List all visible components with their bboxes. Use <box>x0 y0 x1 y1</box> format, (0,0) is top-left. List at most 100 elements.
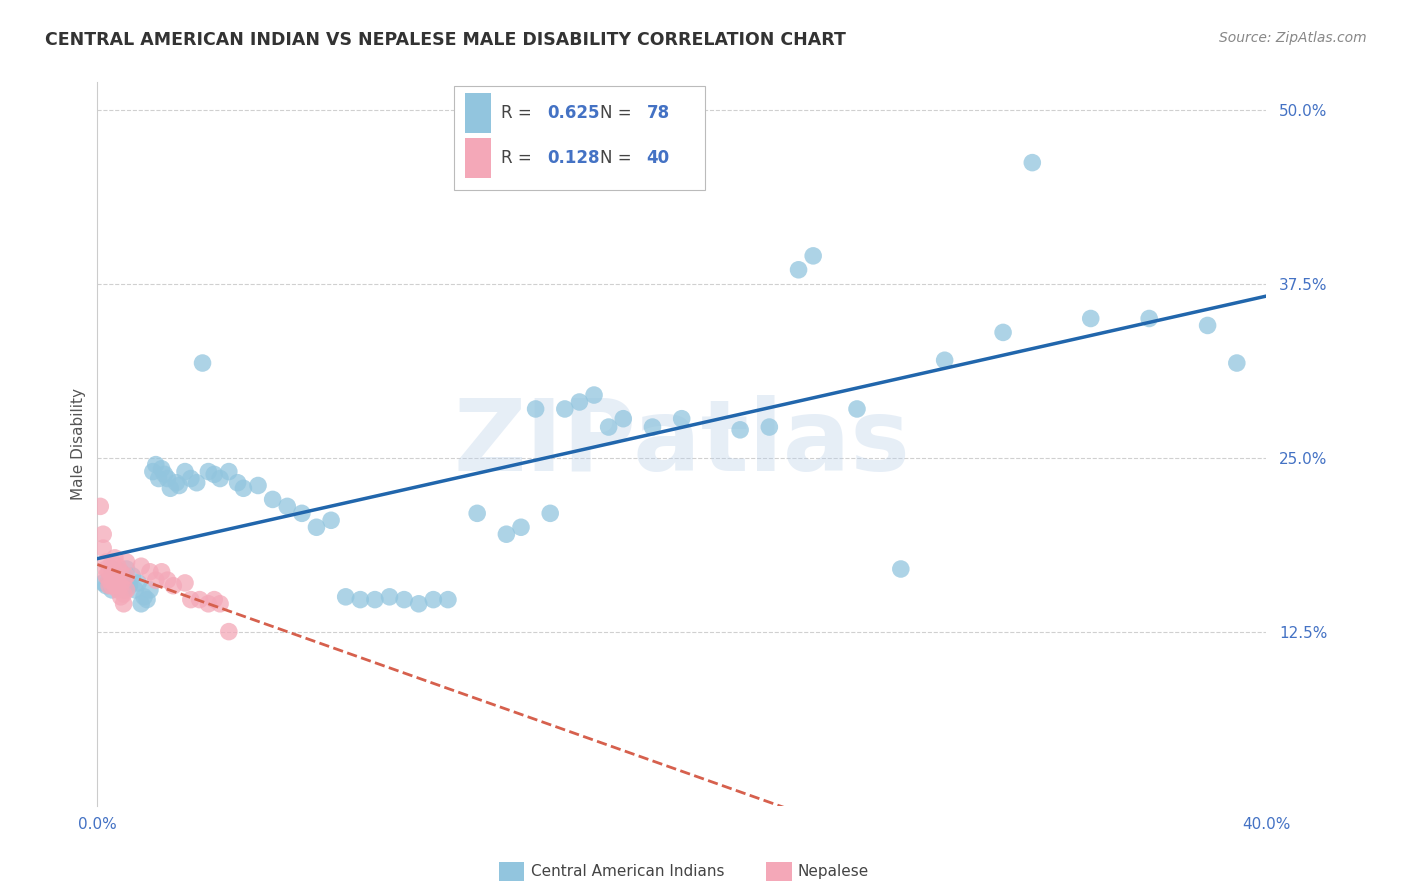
Point <box>101 555 124 569</box>
Point <box>110 579 132 593</box>
Point <box>129 597 152 611</box>
Point <box>554 401 576 416</box>
Point <box>209 597 232 611</box>
Point <box>124 582 146 597</box>
Point <box>1197 318 1219 333</box>
Point <box>132 590 155 604</box>
Point <box>110 590 132 604</box>
Point <box>104 569 127 583</box>
Point <box>167 478 190 492</box>
Text: Central American Indians: Central American Indians <box>531 864 725 879</box>
Point <box>801 249 824 263</box>
Point <box>180 592 202 607</box>
Point <box>107 582 129 597</box>
Point <box>101 569 124 583</box>
Point <box>101 562 124 576</box>
Point <box>1226 356 1249 370</box>
Point <box>524 401 547 416</box>
Bar <box>465 138 491 178</box>
Point <box>437 592 460 607</box>
Point <box>378 590 401 604</box>
Point <box>1080 311 1102 326</box>
Point <box>101 582 124 597</box>
Point <box>159 481 181 495</box>
Point <box>112 582 135 597</box>
Point <box>209 471 232 485</box>
Point <box>465 506 488 520</box>
Text: CENTRAL AMERICAN INDIAN VS NEPALESE MALE DISABILITY CORRELATION CHART: CENTRAL AMERICAN INDIAN VS NEPALESE MALE… <box>45 31 846 49</box>
Point <box>758 420 780 434</box>
Point <box>934 353 956 368</box>
Point <box>91 575 114 590</box>
Point <box>110 565 132 579</box>
Point <box>89 500 111 514</box>
Point <box>641 420 664 434</box>
Point <box>104 565 127 579</box>
Point <box>174 575 197 590</box>
Point <box>165 475 187 490</box>
Point <box>115 562 138 576</box>
Point <box>115 555 138 569</box>
Point <box>104 579 127 593</box>
Point <box>188 592 211 607</box>
Point <box>112 597 135 611</box>
Point <box>305 520 328 534</box>
Point <box>319 513 342 527</box>
Point <box>98 579 121 593</box>
Point <box>94 555 117 569</box>
Text: Source: ZipAtlas.com: Source: ZipAtlas.com <box>1219 31 1367 45</box>
Text: 78: 78 <box>647 104 669 122</box>
Point <box>218 465 240 479</box>
Point <box>98 573 121 587</box>
Point <box>115 569 138 583</box>
Point <box>98 573 121 587</box>
Point <box>583 388 606 402</box>
Point <box>153 467 176 482</box>
Point <box>110 579 132 593</box>
Point <box>510 520 533 534</box>
Point <box>728 423 751 437</box>
Point <box>150 462 173 476</box>
Point <box>335 590 357 604</box>
Point <box>1021 155 1043 169</box>
Point <box>612 411 634 425</box>
Point <box>232 481 254 495</box>
Point <box>101 579 124 593</box>
Point <box>107 573 129 587</box>
Point <box>671 411 693 425</box>
Point <box>94 569 117 583</box>
Point <box>94 579 117 593</box>
Point <box>139 582 162 597</box>
Text: R =: R = <box>501 104 537 122</box>
Point <box>202 592 225 607</box>
Point <box>145 573 167 587</box>
Point <box>568 395 591 409</box>
Point <box>112 573 135 587</box>
Point <box>98 565 121 579</box>
Point <box>129 559 152 574</box>
FancyBboxPatch shape <box>454 86 704 191</box>
Point <box>156 471 179 485</box>
Point <box>145 458 167 472</box>
Point <box>538 506 561 520</box>
Point <box>408 597 430 611</box>
Text: N =: N = <box>600 104 637 122</box>
Bar <box>465 93 491 133</box>
Point <box>247 478 270 492</box>
Point <box>139 565 162 579</box>
Point <box>127 575 149 590</box>
Point <box>291 506 314 520</box>
Point <box>1137 311 1160 326</box>
Point <box>112 587 135 601</box>
Point <box>91 541 114 555</box>
Point <box>142 465 165 479</box>
Point <box>115 582 138 597</box>
Point <box>91 527 114 541</box>
Point <box>262 492 284 507</box>
Point <box>598 420 620 434</box>
Text: R =: R = <box>501 149 537 167</box>
Point <box>991 326 1014 340</box>
Text: 40: 40 <box>647 149 669 167</box>
Point <box>392 592 415 607</box>
Point <box>162 579 184 593</box>
